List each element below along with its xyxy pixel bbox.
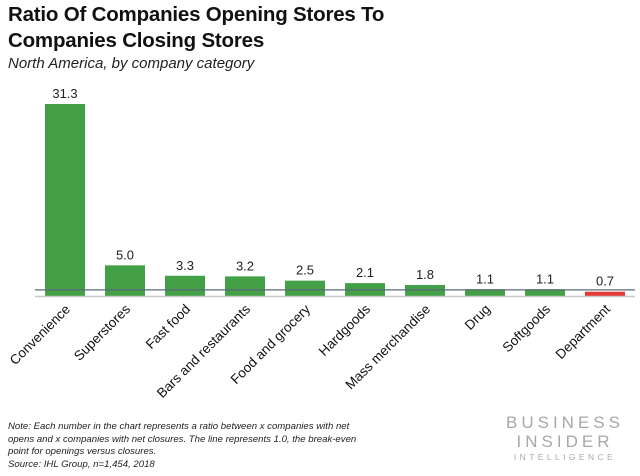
note-line-1: Note: Each number in the chart represent… [8, 421, 350, 432]
value-label-superstores: 5.0 [116, 247, 134, 262]
note-line-3: point for openings versus closures. [8, 446, 157, 458]
chart-subtitle: North America, by company category [8, 55, 255, 72]
value-label-bars-and-restaurants: 3.2 [236, 258, 254, 273]
category-label-hardgoods: Hardgoods [316, 301, 373, 358]
value-label-fast-food: 3.3 [176, 258, 194, 273]
value-label-convenience: 31.3 [52, 86, 77, 101]
category-label-convenience: Convenience [7, 302, 73, 368]
value-label-hardgoods: 2.1 [356, 265, 374, 280]
category-label-softgoods: Softgoods [500, 301, 554, 355]
category-label-fast-food: Fast food [143, 302, 193, 352]
logo-line-intelligence: INTELLIGENCE [513, 452, 617, 462]
bar-superstores [105, 265, 145, 296]
chart-title: Ratio Of Companies Opening Stores To Com… [8, 3, 385, 52]
logo-line-insider: INSIDER [516, 432, 614, 451]
source-line: Source: IHL Group, n=1,454, 2018 [8, 458, 155, 470]
category-label-department: Department [553, 301, 614, 362]
bar-food-and-grocery [285, 280, 325, 296]
value-label-drug: 1.1 [476, 271, 494, 286]
bar-department [585, 291, 625, 296]
bars-group [45, 104, 625, 296]
value-label-mass-merchandise: 1.8 [416, 267, 434, 282]
value-label-softgoods: 1.1 [536, 271, 554, 286]
bar-softgoods [525, 289, 565, 296]
category-label-drug: Drug [462, 302, 493, 333]
value-label-food-and-grocery: 2.5 [296, 263, 314, 278]
value-label-department: 0.7 [596, 274, 614, 289]
bar-mass-merchandise [405, 284, 445, 296]
note-line-2: opens and x companies with net closures.… [8, 433, 357, 445]
bar-fast-food [165, 275, 205, 296]
bar-bars-and-restaurants [225, 276, 265, 296]
bar-chart: 31.3 5.0 3.3 3.2 2.5 2.1 1.8 1.1 1.1 0.7 Convenie… [7, 86, 635, 401]
category-label-superstores: Superstores [71, 301, 133, 363]
business-insider-intelligence-logo: BUSINESS INSIDER INTELLIGENCE [500, 413, 630, 463]
bar-convenience [45, 104, 85, 296]
value-labels-group: 31.3 5.0 3.3 3.2 2.5 2.1 1.8 1.1 1.1 0.7 [52, 86, 614, 289]
logo-line-business: BUSINESS [506, 413, 624, 432]
footnote: Note: Each number in the chart represent… [8, 421, 408, 471]
bar-drug [465, 289, 505, 296]
